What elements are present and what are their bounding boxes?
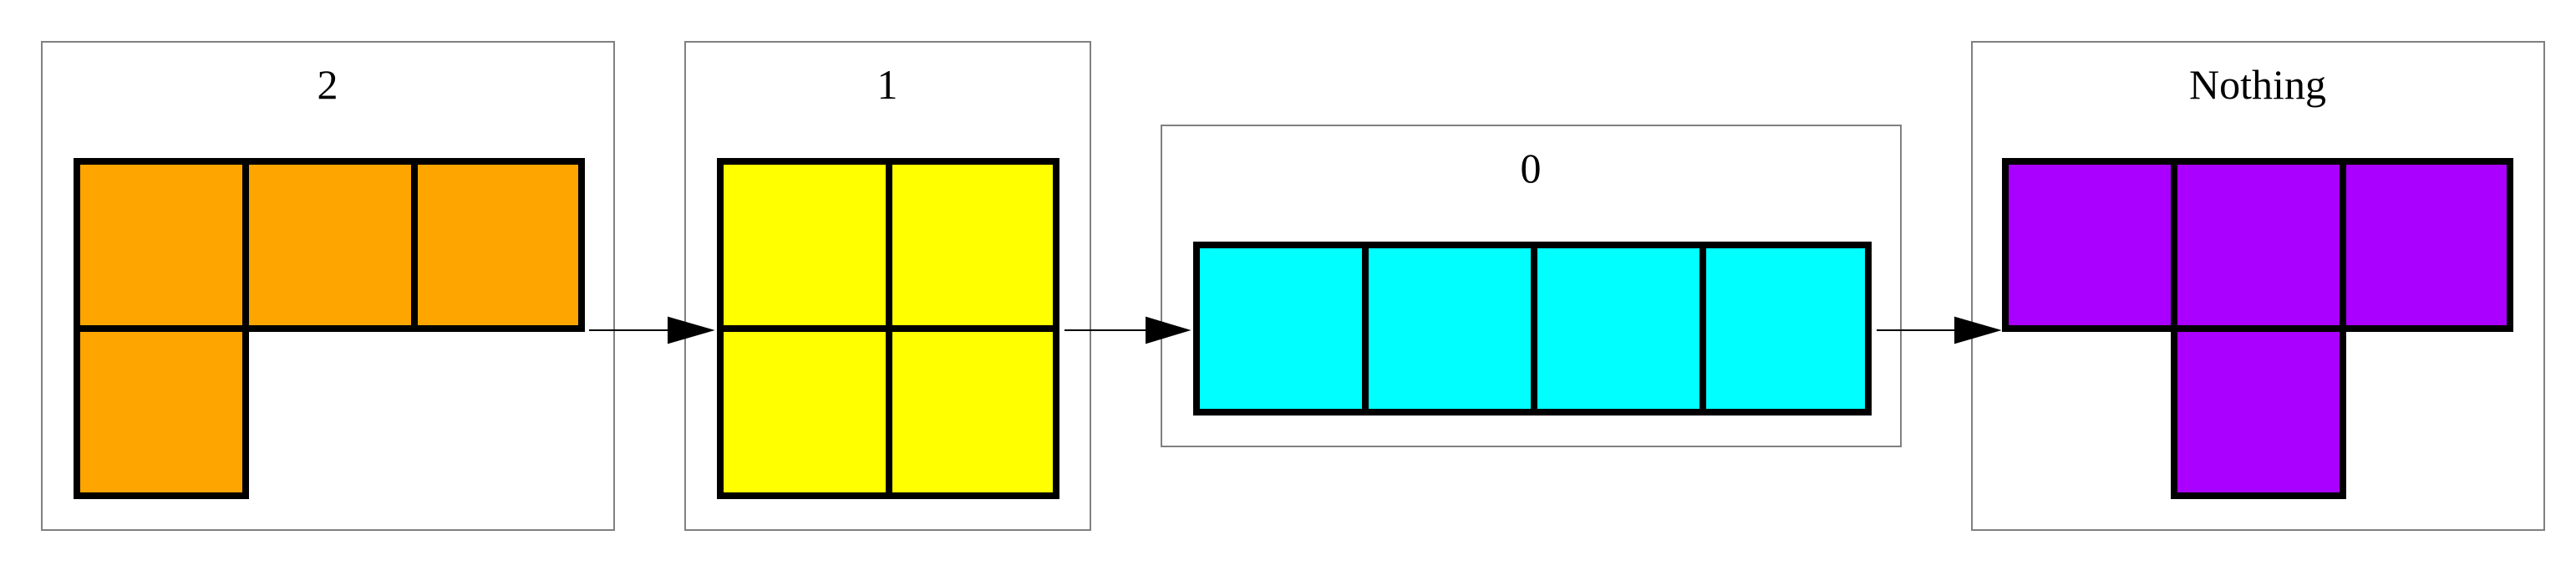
piece-cell (2171, 158, 2346, 332)
node-label: 0 (1521, 145, 1542, 191)
piece-cell (242, 158, 418, 332)
piece-cell (1362, 242, 1537, 416)
arrowhead (1146, 316, 1191, 344)
piece-cell (886, 325, 1059, 499)
arrowhead (1954, 316, 2002, 344)
piece-cell (2002, 158, 2177, 332)
piece-cell (2340, 158, 2513, 332)
node-state-2: 2 (41, 41, 615, 531)
node-state-nothing: Nothing (1971, 41, 2545, 531)
piece-cell (1700, 242, 1872, 416)
piece-cell (886, 158, 1059, 332)
node-label: 1 (877, 61, 898, 108)
node-label: 2 (318, 61, 338, 108)
i-tetromino (1193, 242, 1872, 416)
piece-cell (1193, 242, 1369, 416)
o-tetromino (717, 158, 1059, 499)
piece-cell (717, 158, 892, 332)
arrowhead (668, 316, 715, 344)
edge-2-to-1 (589, 316, 715, 344)
node-state-1: 1 (684, 41, 1091, 531)
l-tetromino (74, 158, 585, 499)
piece-cell (717, 325, 892, 499)
piece-cell (74, 325, 249, 499)
t-tetromino (2002, 158, 2513, 499)
piece-cell (74, 158, 249, 332)
piece-cell (1531, 242, 1706, 416)
node-state-0: 0 (1161, 125, 1902, 447)
piece-cell (411, 158, 585, 332)
node-label: Nothing (2189, 61, 2326, 108)
edge-0-to-nothing (1877, 316, 2002, 344)
piece-cell (2171, 325, 2346, 499)
edge-1-to-0 (1064, 316, 1191, 344)
